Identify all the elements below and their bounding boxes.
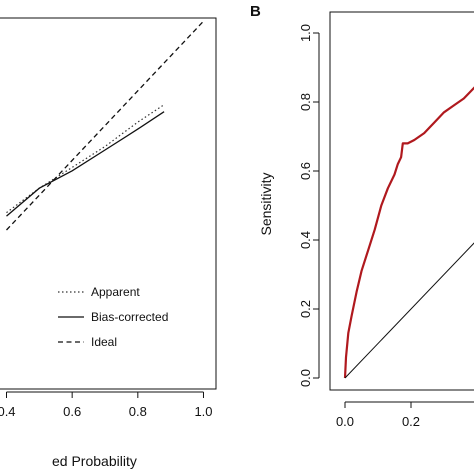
panel-a-frame (0, 17, 217, 390)
y-tick-label: 0.2 (298, 300, 313, 318)
x-tick-label: 0.2 (402, 414, 420, 429)
legend-label: Bias-corrected (91, 310, 168, 324)
panel-b-x-axis: 0.0 0.2 (336, 401, 474, 429)
roc-curve (343, 86, 474, 379)
x-tick-label: 0.8 (129, 404, 147, 419)
panel-b: B 0.0 0.2 0.4 0.6 0.8 1.0 0.0 0.2 Sensitivity (250, 3, 474, 429)
panel-a: 0.4 0.6 0.8 1.0 ed Probability Apparent Bias… (0, 17, 217, 469)
series-line-solid (6, 111, 165, 217)
legend-label: Apparent (91, 285, 140, 299)
panel-b-plot (343, 86, 474, 379)
panel-a-legend: Apparent Bias-corrected Ideal (58, 285, 168, 349)
panel-a-xlabel: ed Probability (52, 453, 137, 469)
x-tick-label: 0.6 (63, 404, 81, 419)
reference-diagonal (344, 242, 474, 379)
y-tick-label: 0.4 (298, 231, 313, 249)
y-tick-label: 0.6 (298, 162, 313, 180)
x-tick-label: 0.0 (336, 414, 354, 429)
panel-b-letter: B (250, 3, 261, 20)
x-tick-label: 0.4 (0, 404, 16, 419)
y-tick-label: 0.0 (298, 369, 313, 387)
y-tick-label: 1.0 (298, 24, 313, 42)
panel-b-frame (329, 11, 474, 391)
panel-a-plot (6, 20, 204, 231)
series-line-dotted (6, 104, 165, 214)
panel-b-y-axis: 0.0 0.2 0.4 0.6 0.8 1.0 (298, 24, 320, 387)
y-tick-label: 0.8 (298, 93, 313, 111)
panel-a-x-axis: 0.4 0.6 0.8 1.0 (0, 391, 213, 419)
x-tick-label: 1.0 (194, 404, 212, 419)
series-line-dashed (6, 20, 204, 231)
panel-b-ylabel: Sensitivity (258, 172, 274, 235)
legend-label: Ideal (91, 335, 117, 349)
